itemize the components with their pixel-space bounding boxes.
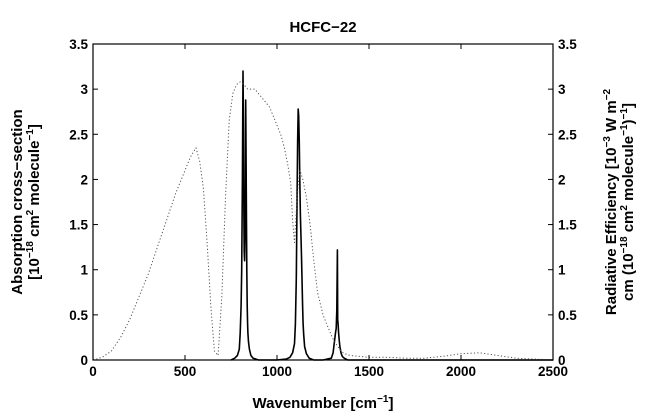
- x-tick-label: 2000: [446, 364, 476, 379]
- right-y-axis-label-line1: Radiative Efficiency [10−3 W m−2: [602, 88, 620, 315]
- x-tick-label: 0: [89, 364, 97, 379]
- left-y-tick-label: 0.5: [69, 308, 88, 323]
- absorption-cross-section-line: [230, 70, 553, 361]
- right-y-tick-label: 0: [558, 353, 566, 368]
- left-y-tick-label: 3: [80, 82, 88, 97]
- chart-title: HCFC−22: [289, 19, 356, 36]
- left-y-axis-label: Absorption cross−section [10−18 cm2 mole…: [9, 109, 43, 294]
- left-y-axis-ticks: 0 0.5 1 1.5 2 2.5 3 3.5: [69, 37, 98, 368]
- x-tick-label: 1000: [262, 364, 292, 379]
- left-y-tick-label: 1: [80, 263, 88, 278]
- right-y-axis-ticks: 0 0.5 1 1.5 2 2.5 3 3.5: [548, 37, 577, 368]
- left-y-tick-label: 2.5: [69, 127, 88, 142]
- right-y-tick-label: 0.5: [558, 308, 577, 323]
- x-tick-label: 1500: [354, 364, 384, 379]
- x-tick-label: 500: [174, 364, 197, 379]
- right-y-axis-label-line2: cm (10−18 cm2 molecule−1)−1]: [619, 103, 637, 301]
- series-layer: [92, 70, 554, 361]
- right-y-tick-label: 1.5: [558, 218, 577, 233]
- left-y-tick-label: 0: [80, 353, 88, 368]
- left-y-tick-label: 3.5: [69, 37, 88, 52]
- x-axis-ticks: 0 500 1000 1500 2000 2500: [89, 44, 568, 379]
- left-y-axis-label-line1: Absorption cross−section: [9, 109, 26, 294]
- left-y-tick-label: 1.5: [69, 218, 88, 233]
- right-y-tick-label: 1: [558, 263, 566, 278]
- right-y-tick-label: 2: [558, 172, 566, 187]
- left-y-tick-label: 2: [80, 172, 88, 187]
- right-y-tick-label: 2.5: [558, 127, 577, 142]
- right-y-axis-label: Radiative Efficiency [10−3 W m−2 cm (10−…: [602, 88, 637, 315]
- radiative-efficiency-line: [92, 81, 554, 361]
- x-tick-label: 2500: [538, 364, 568, 379]
- plot-frame: [92, 43, 554, 361]
- x-axis-label: Wavenumber [cm−1]: [253, 394, 394, 412]
- right-y-tick-label: 3: [558, 82, 566, 97]
- right-y-tick-label: 3.5: [558, 37, 577, 52]
- left-y-axis-label-line2: [10−18 cm2 molecule−1]: [25, 124, 43, 280]
